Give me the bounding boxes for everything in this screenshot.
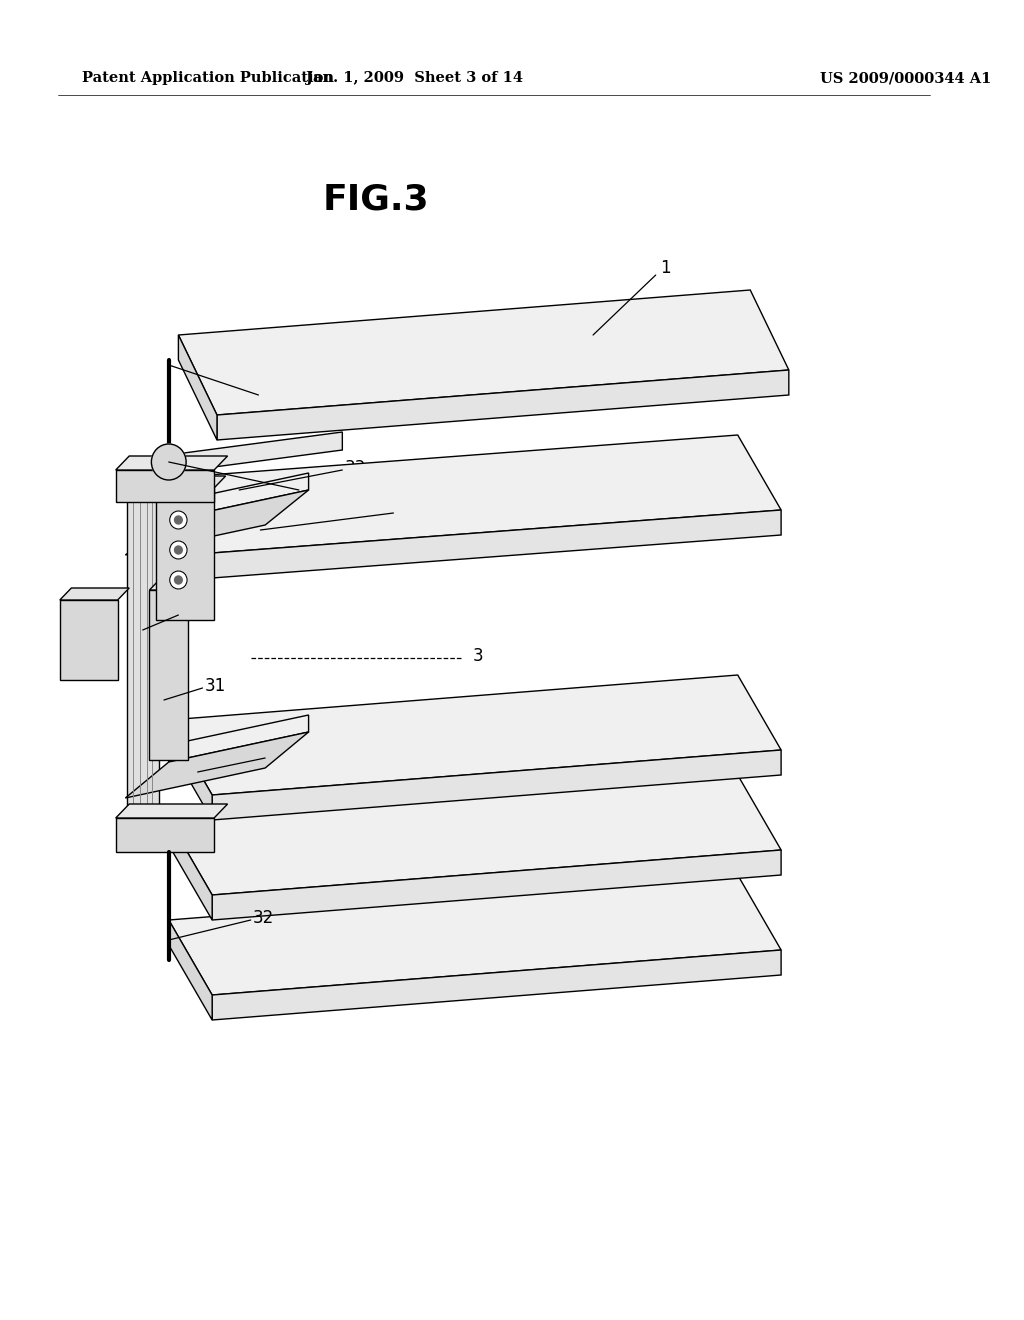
Circle shape <box>170 541 187 558</box>
Text: 4: 4 <box>180 605 190 622</box>
Polygon shape <box>169 436 781 553</box>
Polygon shape <box>212 850 781 920</box>
Polygon shape <box>169 920 212 1020</box>
Polygon shape <box>169 432 342 473</box>
Circle shape <box>174 576 182 583</box>
Polygon shape <box>125 733 308 799</box>
Polygon shape <box>217 370 788 440</box>
Polygon shape <box>212 750 781 820</box>
Text: 31: 31 <box>205 677 225 696</box>
Polygon shape <box>157 488 214 620</box>
Polygon shape <box>169 715 308 762</box>
Polygon shape <box>116 818 214 851</box>
Polygon shape <box>178 335 217 440</box>
Polygon shape <box>169 820 212 920</box>
Polygon shape <box>169 719 212 820</box>
Polygon shape <box>116 804 227 818</box>
Polygon shape <box>169 675 781 795</box>
Text: US 2009/0000344 A1: US 2009/0000344 A1 <box>819 71 991 84</box>
Polygon shape <box>125 490 308 554</box>
Polygon shape <box>59 587 129 601</box>
Text: FIG.3: FIG.3 <box>323 183 429 216</box>
Polygon shape <box>169 775 781 895</box>
Polygon shape <box>116 455 227 470</box>
Circle shape <box>174 546 182 554</box>
Text: Patent Application Publication: Patent Application Publication <box>82 71 334 84</box>
Circle shape <box>170 572 187 589</box>
Polygon shape <box>59 601 118 680</box>
Polygon shape <box>150 578 200 590</box>
Text: 40: 40 <box>302 480 323 499</box>
Text: 32: 32 <box>253 909 273 927</box>
Circle shape <box>170 511 187 529</box>
Text: 33: 33 <box>267 747 289 766</box>
Polygon shape <box>169 473 308 520</box>
Text: 32: 32 <box>260 384 282 403</box>
Polygon shape <box>150 590 188 760</box>
Text: 11: 11 <box>395 502 417 520</box>
Text: 3: 3 <box>472 647 483 665</box>
Polygon shape <box>169 875 781 995</box>
Polygon shape <box>178 290 788 414</box>
Text: Jan. 1, 2009  Sheet 3 of 14: Jan. 1, 2009 Sheet 3 of 14 <box>306 71 523 84</box>
Text: 33: 33 <box>344 459 366 477</box>
Polygon shape <box>157 477 225 488</box>
Polygon shape <box>116 470 214 502</box>
Polygon shape <box>212 510 781 578</box>
Text: 1: 1 <box>660 259 671 277</box>
Circle shape <box>152 444 186 480</box>
Circle shape <box>174 516 182 524</box>
Polygon shape <box>212 950 781 1020</box>
Polygon shape <box>127 492 159 820</box>
Polygon shape <box>169 478 212 578</box>
